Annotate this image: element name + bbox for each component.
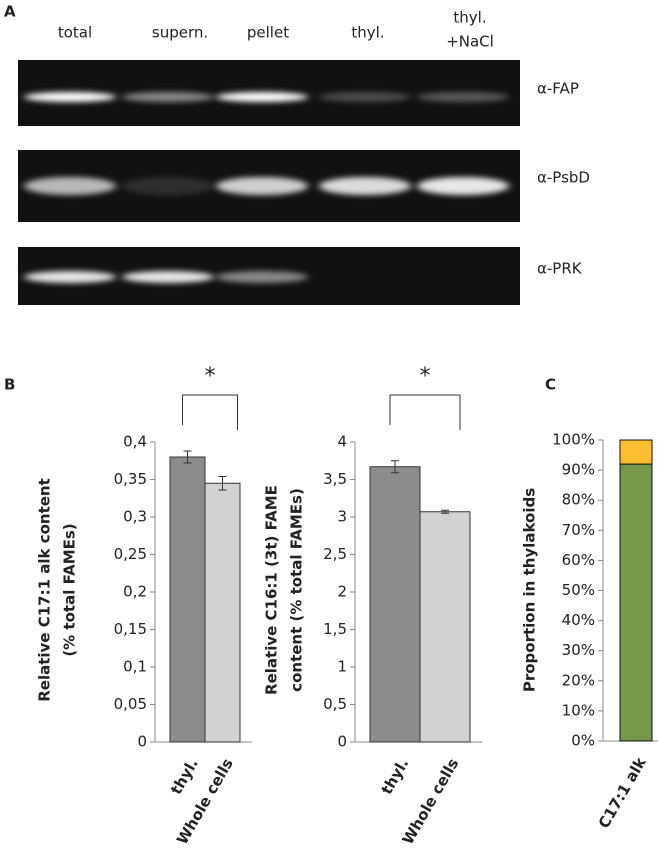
y-tick-label: 0,05 [114, 695, 147, 713]
bar [169, 456, 206, 743]
antibody-label: α-PsbD [537, 169, 590, 187]
error-bar [441, 509, 449, 514]
y-tick-label: 0 [137, 733, 147, 751]
y-tick-label: 0,1 [123, 658, 147, 676]
y-tick-label: 3,5 [323, 470, 347, 488]
y-axis-label: (% total FAMEs) [61, 523, 79, 656]
significance-label: * [420, 364, 431, 389]
band [24, 177, 116, 195]
error-bar [183, 450, 192, 464]
error-bar [218, 476, 227, 491]
y-axis-label: Relative C17:1 alk content [36, 478, 54, 702]
y-tick-label: 0,25 [114, 545, 147, 563]
y-tick-label: 2 [337, 583, 347, 601]
bar [419, 511, 471, 743]
y-tick-label: 40% [562, 611, 595, 629]
bar-segment [619, 439, 653, 465]
band [216, 92, 308, 102]
error-bar [391, 460, 399, 474]
panel-label: C [545, 376, 556, 394]
lane-label: thyl. [351, 24, 384, 42]
y-tick-label: 0,35 [114, 470, 147, 488]
band [216, 271, 308, 283]
lane-label: supern. [152, 24, 208, 42]
lane-label: thyl. [453, 9, 486, 27]
band [216, 177, 308, 195]
lane-label: pellet [247, 24, 289, 42]
band [319, 177, 411, 195]
band [417, 177, 509, 195]
lane-label: +NaCl [446, 33, 494, 51]
band [24, 271, 116, 283]
y-axis-label: Relative C16:1 (3t) FAME [263, 485, 281, 695]
y-tick-label: 4 [337, 433, 347, 451]
significance-bracket [182, 394, 238, 430]
band [122, 92, 214, 102]
band [122, 271, 214, 283]
bar [204, 482, 241, 743]
y-tick-label: 0 [337, 733, 347, 751]
y-tick-label: 1,5 [323, 620, 347, 638]
y-tick-label: 0,15 [114, 620, 147, 638]
y-tick-label: 1 [337, 658, 347, 676]
x-tick-label: C17:1 alk [595, 753, 650, 831]
band [24, 92, 116, 102]
significance-bracket [389, 394, 461, 430]
band [122, 177, 214, 195]
bar-segment [619, 463, 653, 742]
x-tick-label: thyl. [167, 755, 202, 797]
lane-label: total [58, 24, 92, 42]
y-tick-label: 0,3 [123, 508, 147, 526]
y-tick-label: 30% [562, 641, 595, 659]
band [319, 92, 411, 102]
antibody-label: α-PRK [537, 260, 583, 278]
y-tick-label: 100% [552, 431, 595, 449]
y-tick-label: 20% [562, 671, 595, 689]
y-tick-label: 10% [562, 701, 595, 719]
y-tick-label: 0,4 [123, 433, 147, 451]
band [417, 92, 509, 102]
y-tick-label: 0,5 [323, 695, 347, 713]
y-tick-label: 2,5 [323, 545, 347, 563]
x-tick-label: thyl. [378, 755, 413, 797]
y-tick-label: 0% [571, 732, 595, 750]
y-tick-label: 60% [562, 551, 595, 569]
y-tick-label: 70% [562, 521, 595, 539]
significance-label: * [205, 364, 216, 389]
y-tick-label: 50% [562, 581, 595, 599]
y-axis-label: content (% total FAMEs) [288, 488, 306, 692]
antibody-label: α-FAP [537, 80, 579, 98]
y-axis-label: Proportion in thylakoids [521, 488, 539, 692]
y-tick-label: 0,2 [123, 583, 147, 601]
panel-label: A [4, 3, 16, 21]
y-tick-label: 3 [337, 508, 347, 526]
y-tick-label: 80% [562, 491, 595, 509]
panel-label: B [4, 376, 15, 394]
y-tick-label: 90% [562, 461, 595, 479]
bar [369, 466, 421, 743]
